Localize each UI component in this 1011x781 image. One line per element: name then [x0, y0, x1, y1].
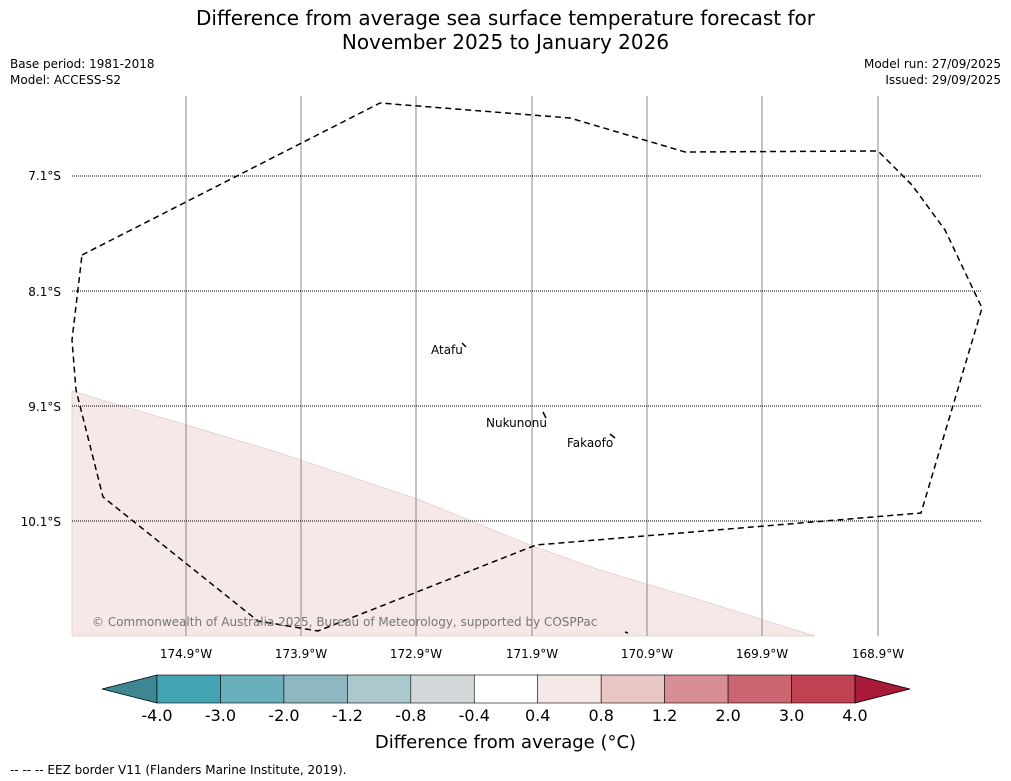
lon-label: 172.9°W [390, 647, 442, 661]
lon-label: 168.9°W [852, 647, 904, 661]
colorbar-tick-label: -4.0 [141, 706, 172, 725]
colorbar-tick-label: 4.0 [842, 706, 867, 725]
colorbar-ticks: -4.0 -3.0 -2.0 -1.2 -0.8 -0.4 0.4 0.8 1.2 2.0 3.0 4… [141, 706, 867, 725]
colorbar-segment [727, 674, 792, 704]
colorbar-segment [283, 674, 348, 704]
colorbar-tick-label: -3.0 [205, 706, 236, 725]
lat-label: 10.1°S [21, 515, 61, 529]
lat-label: 8.1°S [28, 285, 61, 299]
small-island-icon [624, 631, 629, 634]
meta-right: Model run: 27/09/2025 Issued: 29/09/2025 [864, 56, 1001, 88]
colorbar-segment [347, 674, 412, 704]
colorbar-extend-high [854, 674, 911, 704]
colorbar-tick-label: 3.0 [779, 706, 804, 725]
lat-label: 7.1°S [28, 169, 61, 183]
colorbar-segment [664, 674, 729, 704]
lat-label: 9.1°S [28, 400, 61, 414]
atafu-island-icon [461, 342, 467, 348]
eez-border [71, 102, 983, 632]
lon-label: 169.9°W [736, 647, 788, 661]
colorbar-segment [537, 674, 602, 704]
model-name: Model: ACCESS-S2 [10, 73, 122, 87]
chart-title: Difference from average sea surface temp… [0, 6, 1011, 54]
colorbar [101, 674, 911, 704]
fakaofo-island-icon [609, 433, 616, 439]
colorbar-segment [156, 674, 221, 704]
colorbar-tick-label: -0.4 [459, 706, 490, 725]
copyright-text: © Commonwealth of Australia 2025, Bureau… [92, 615, 597, 629]
meta-left: Base period: 1981-2018 Model: ACCESS-S2 [10, 56, 155, 88]
colorbar-tick-label: 1.2 [652, 706, 677, 725]
colorbar-tick-label: 2.0 [715, 706, 740, 725]
lon-label: 171.9°W [506, 647, 558, 661]
colorbar-tick-label: -0.8 [395, 706, 426, 725]
colorbar-segment [220, 674, 285, 704]
colorbar-tick-label: -1.2 [332, 706, 363, 725]
eez-legend: -- -- -- EEZ border V11 (Flanders Marine… [10, 763, 347, 777]
lon-label: 170.9°W [621, 647, 673, 661]
lon-label: 173.9°W [275, 647, 327, 661]
place-label-fakaofo: Fakaofo [567, 436, 613, 450]
colorbar-extend-low [101, 674, 158, 704]
title-line-1: Difference from average sea surface temp… [195, 6, 815, 30]
lon-label: 174.9°W [160, 647, 212, 661]
issued-date: Issued: 29/09/2025 [885, 73, 1001, 87]
title-line-2: November 2025 to January 2026 [341, 30, 670, 54]
place-label-atafu: Atafu [431, 343, 463, 357]
colorbar-segment [473, 674, 539, 704]
colorbar-segment [600, 674, 665, 704]
base-period: Base period: 1981-2018 [10, 57, 155, 71]
colorbar-tick-label: 0.8 [588, 706, 613, 725]
colorbar-segment [791, 674, 856, 704]
place-label-nukunonu: Nukunonu [486, 416, 547, 430]
colorbar-tick-label: -2.0 [268, 706, 299, 725]
model-run: Model run: 27/09/2025 [863, 57, 1001, 71]
colorbar-title: Difference from average (°C) [374, 732, 637, 753]
colorbar-tick-label: 0.4 [525, 706, 550, 725]
nukunonu-island-icon [542, 411, 547, 419]
colorbar-segment [410, 674, 475, 704]
anomaly-region [71, 390, 816, 637]
